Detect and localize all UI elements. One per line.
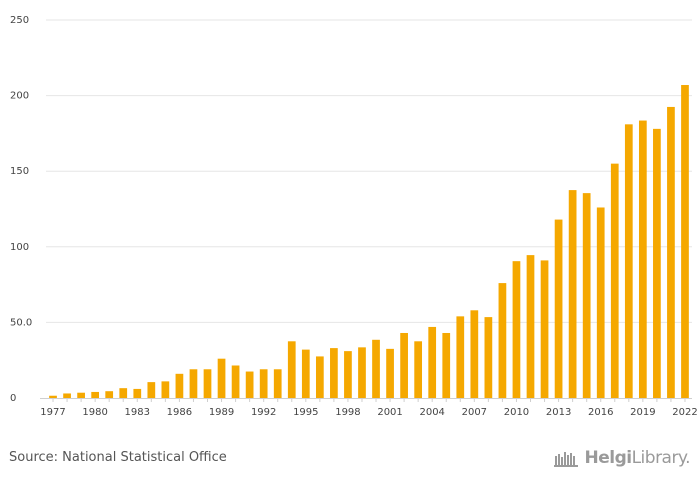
gridlines <box>40 19 692 399</box>
x-tick-label: 1986 <box>167 407 192 418</box>
bar-1986 <box>175 373 184 398</box>
brand-logo: HelgiLibrary. <box>554 448 691 468</box>
building-icon <box>554 452 579 467</box>
bar-1979 <box>77 392 85 398</box>
bar-1993 <box>273 369 282 398</box>
bars <box>49 85 689 399</box>
bar-2001 <box>386 348 394 398</box>
y-tick-label: 200 <box>10 91 29 102</box>
bar-1982 <box>119 388 128 398</box>
x-tick-label: 1995 <box>293 407 318 418</box>
x-tick-label: 2022 <box>672 407 697 418</box>
y-tick-label: 250 <box>10 15 29 26</box>
x-tick-label: 2013 <box>546 407 571 418</box>
bar-2009 <box>498 283 507 398</box>
bar-2013 <box>554 219 563 398</box>
bar-2018 <box>624 124 633 398</box>
bar-1983 <box>133 388 142 398</box>
bar-1985 <box>161 381 170 398</box>
source-note: Source: National Statistical Office <box>9 450 227 465</box>
brand-name-bold: Helgi <box>584 448 632 468</box>
bar-1984 <box>147 382 156 398</box>
bar-1997 <box>330 348 338 398</box>
x-tick-label: 2016 <box>588 407 613 418</box>
bar-2016 <box>596 207 605 398</box>
y-tick-label: 50.0 <box>10 317 32 328</box>
brand-name-light: Library. <box>631 448 691 468</box>
bar-2015 <box>582 193 591 398</box>
bar-2022 <box>681 85 689 399</box>
bar-1988 <box>203 369 212 398</box>
y-axis-ticks: 0 50.0 100 150 200 250 <box>10 15 32 404</box>
y-tick-label: 0 <box>10 393 16 404</box>
bar-2006 <box>456 316 465 398</box>
x-tick-label: 1992 <box>251 407 276 418</box>
x-tick-label: 2007 <box>462 407 487 418</box>
bar-2017 <box>610 163 619 398</box>
x-tick-label: 2019 <box>630 407 655 418</box>
y-tick-label: 100 <box>10 242 29 253</box>
bar-1999 <box>358 347 366 398</box>
bar-2020 <box>653 128 661 398</box>
bar-2012 <box>540 260 549 398</box>
x-axis-ticks: 1977 1980 1983 1986 1989 1992 1995 1998 2001 2004… <box>40 398 698 418</box>
bar-2010 <box>512 261 521 398</box>
bar-2000 <box>372 339 380 398</box>
bar-2011 <box>526 255 535 398</box>
x-tick-label: 2010 <box>504 407 529 418</box>
bar-2019 <box>638 120 647 398</box>
bar-1998 <box>344 351 352 398</box>
bar-1989 <box>217 358 226 398</box>
bar-2005 <box>442 332 451 398</box>
x-tick-label: 1977 <box>40 407 65 418</box>
bar-2002 <box>400 332 408 398</box>
brand-name: HelgiLibrary. <box>584 448 690 468</box>
bar-1978 <box>63 393 71 398</box>
bar-2003 <box>414 341 423 398</box>
bar-1981 <box>105 391 114 398</box>
bar-1992 <box>259 369 268 398</box>
bar-1996 <box>315 356 324 398</box>
bar-2008 <box>484 317 493 398</box>
bar-2021 <box>667 106 675 398</box>
x-tick-label: 1983 <box>125 407 150 418</box>
x-tick-label: 1998 <box>335 407 360 418</box>
bar-2007 <box>470 310 479 398</box>
x-tick-label: 1980 <box>82 407 107 418</box>
bar-1990 <box>231 365 240 398</box>
x-tick-label: 1989 <box>209 407 234 418</box>
y-tick-label: 150 <box>10 166 29 177</box>
x-tick-label: 2004 <box>419 407 444 418</box>
bar-1987 <box>189 369 198 398</box>
bar-1991 <box>245 371 254 398</box>
x-tick-label: 2001 <box>377 407 402 418</box>
bar-1977 <box>49 395 57 398</box>
bar-2004 <box>428 326 437 398</box>
bar-1980 <box>91 391 100 398</box>
bar-1995 <box>301 349 310 398</box>
bar-1994 <box>287 341 296 398</box>
bar-2014 <box>568 190 577 398</box>
